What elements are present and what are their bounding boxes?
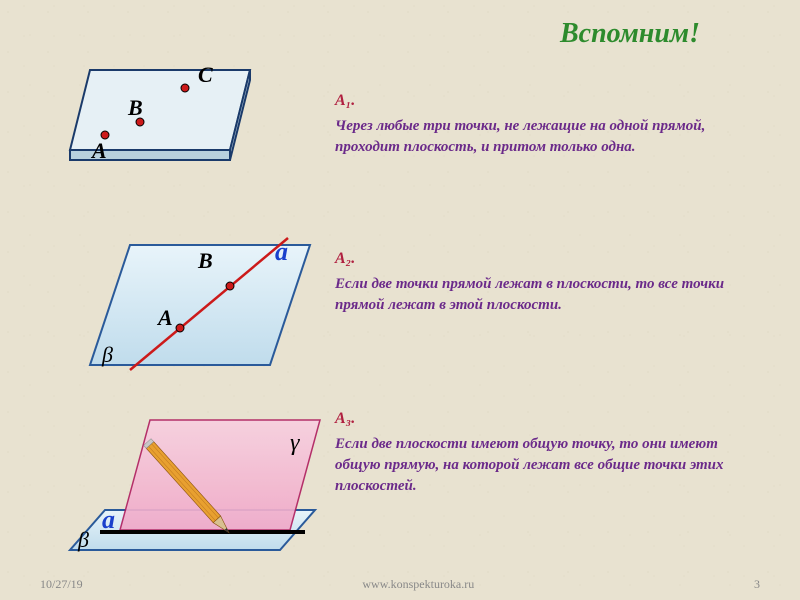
diagram-axiom-2: А В а β bbox=[80, 210, 330, 380]
point-A2 bbox=[176, 324, 184, 332]
diagram-axiom-3: β γ а bbox=[60, 390, 340, 570]
axiom-2-label: А₂. bbox=[335, 250, 765, 268]
axiom-2-block: А₂. Если две точки прямой лежат в плоско… bbox=[335, 250, 765, 316]
diagram-axiom-1: А В С bbox=[40, 30, 270, 180]
axiom-3-block: А₃. Если две плоскости имеют общую точку… bbox=[335, 410, 765, 497]
axiom-1-label: А₁. bbox=[335, 92, 765, 110]
axiom-3-text: Если две плоскости имеют общую точку, то… bbox=[335, 434, 765, 497]
axiom-1-text: Через любые три точки, не лежащие на одн… bbox=[335, 116, 765, 158]
slide-title: Вспомним! bbox=[560, 18, 700, 50]
label-beta-3: β bbox=[77, 527, 89, 552]
label-line-a3: а bbox=[102, 505, 115, 534]
svg-text:В: В bbox=[127, 95, 143, 120]
label-line-a: а bbox=[275, 237, 288, 266]
label-B2: В bbox=[197, 248, 213, 273]
footer-page: 3 bbox=[754, 577, 760, 592]
footer: 10/27/19 www.konspekturoka.ru 3 bbox=[0, 577, 800, 592]
label-A2: А bbox=[156, 305, 173, 330]
label-gamma: γ bbox=[290, 430, 300, 456]
label-beta: β bbox=[101, 342, 113, 367]
footer-site: www.konspekturoka.ru bbox=[362, 577, 474, 592]
svg-text:С: С bbox=[198, 62, 213, 87]
axiom-1-block: А₁. Через любые три точки, не лежащие на… bbox=[335, 92, 765, 158]
axiom-2-text: Если две точки прямой лежат в плоскости,… bbox=[335, 274, 765, 316]
point-B2 bbox=[226, 282, 234, 290]
footer-date: 10/27/19 bbox=[40, 577, 83, 592]
svg-text:А: А bbox=[90, 138, 107, 163]
axiom-3-label: А₃. bbox=[335, 410, 765, 428]
